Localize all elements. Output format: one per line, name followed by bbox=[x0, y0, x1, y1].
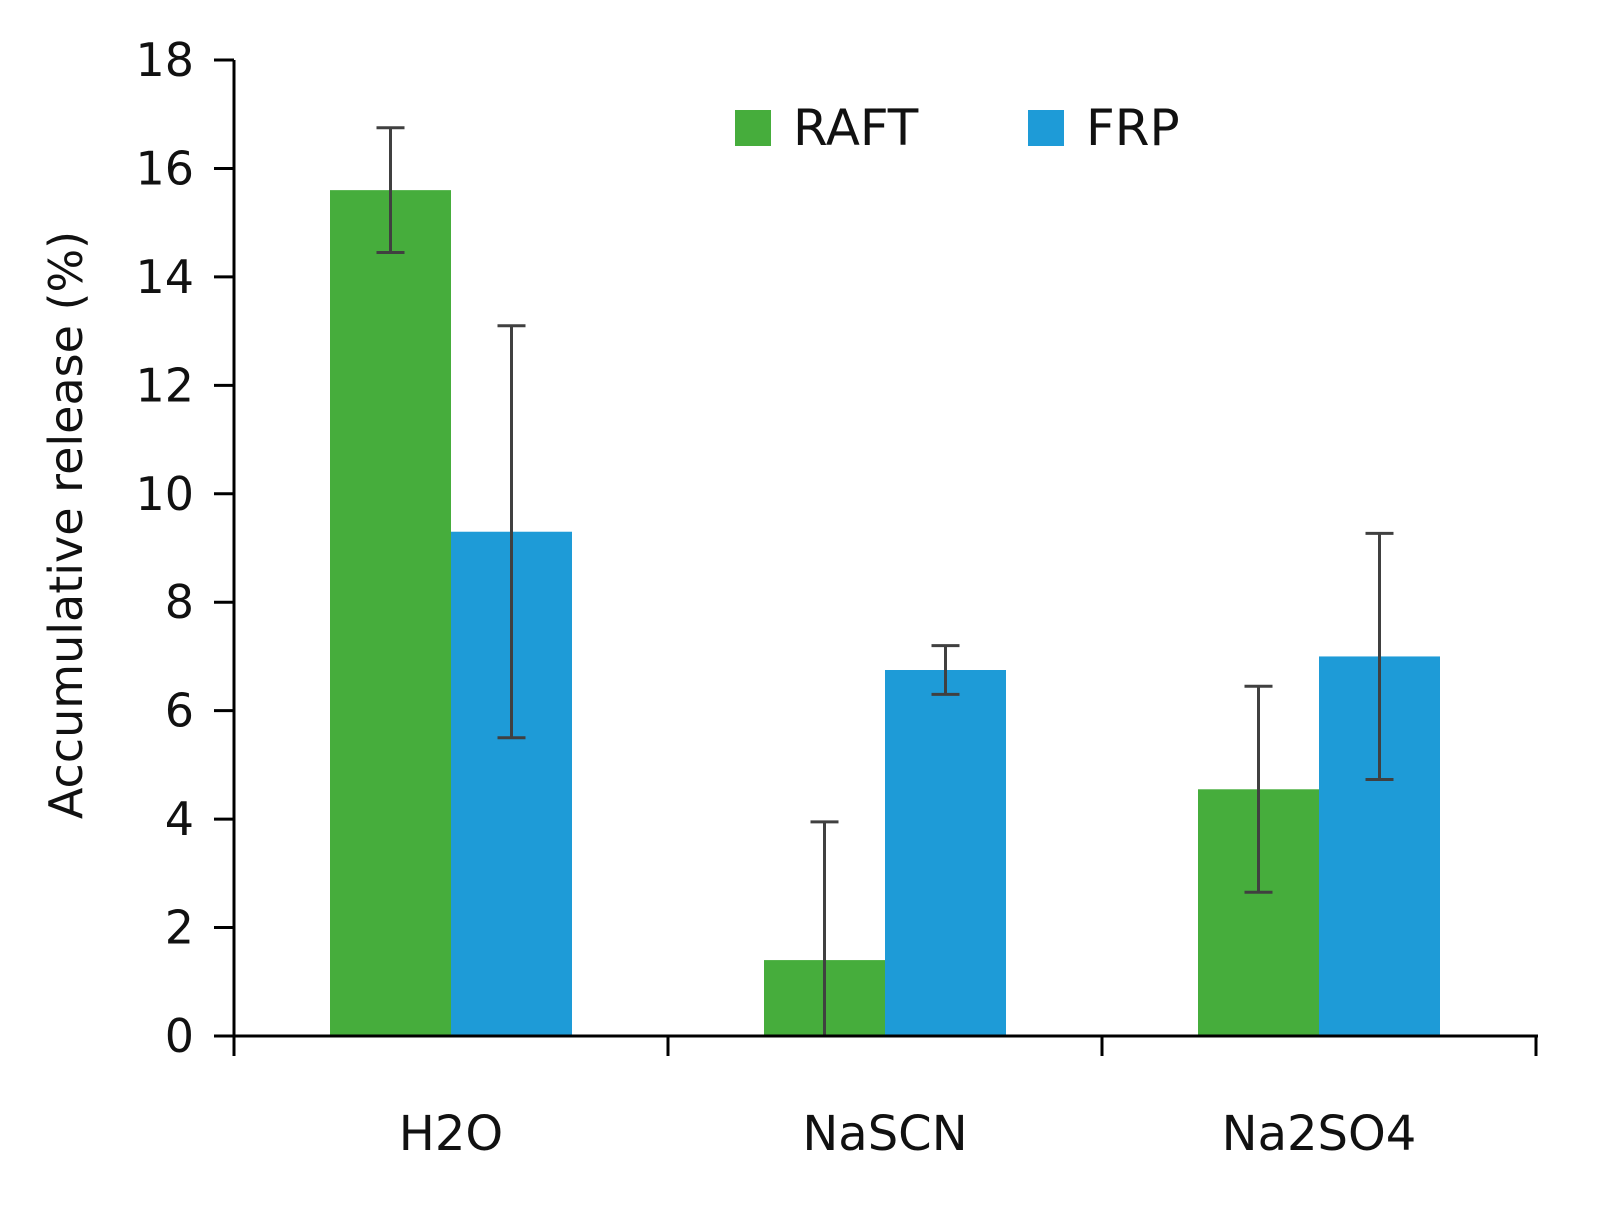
y-tick-label: 14 bbox=[135, 250, 194, 304]
error-bar-raft-h2o bbox=[376, 126, 405, 254]
y-axis-title: Accumulative release (%) bbox=[39, 231, 93, 819]
y-tick-label: 10 bbox=[135, 467, 194, 521]
error-bar-frp-h2o bbox=[497, 324, 526, 740]
y-tick-label: 2 bbox=[165, 901, 194, 955]
legend: RAFT FRP bbox=[735, 99, 1180, 157]
y-tick-label: 16 bbox=[135, 141, 194, 195]
y-tick-label: 4 bbox=[165, 792, 194, 846]
y-tick-label: 8 bbox=[165, 575, 194, 629]
y-tick-label: 12 bbox=[135, 358, 194, 412]
bar-frp-nascn bbox=[885, 670, 1006, 1036]
y-tick-label: 6 bbox=[165, 684, 194, 738]
legend-label: FRP bbox=[1086, 99, 1180, 157]
x-category-label: H2O bbox=[399, 1106, 503, 1162]
y-tick-label: 0 bbox=[165, 1009, 194, 1063]
legend-item-raft: RAFT bbox=[735, 99, 919, 157]
error-bars-layer bbox=[376, 126, 1394, 1036]
bars-layer bbox=[330, 190, 1440, 1037]
error-bar-frp-na2so4 bbox=[1365, 531, 1394, 782]
error-bar-raft-nascn bbox=[810, 820, 839, 1036]
x-category-label: Na2SO4 bbox=[1222, 1106, 1417, 1162]
axes-layer: 0 2 4 6 8 10 12 14 16 18 H2O NaSCN Na2SO4 bbox=[135, 33, 1538, 1162]
legend-swatch bbox=[735, 110, 771, 146]
error-bar-frp-nascn bbox=[931, 644, 960, 696]
legend-swatch bbox=[1028, 110, 1064, 146]
bar-raft-h2o bbox=[330, 190, 451, 1037]
legend-label: RAFT bbox=[793, 99, 919, 157]
y-tick-label: 18 bbox=[135, 33, 194, 87]
legend-item-frp: FRP bbox=[1028, 99, 1180, 157]
error-bar-raft-na2so4 bbox=[1244, 684, 1273, 894]
x-category-label: NaSCN bbox=[802, 1106, 967, 1162]
